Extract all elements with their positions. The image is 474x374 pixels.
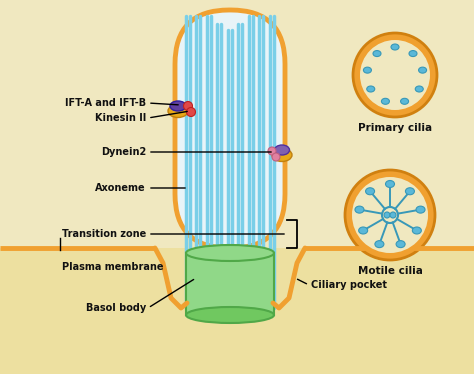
Ellipse shape: [168, 104, 188, 117]
Text: Transition zone: Transition zone: [62, 229, 146, 239]
Ellipse shape: [412, 227, 421, 234]
Ellipse shape: [401, 98, 409, 104]
Bar: [0, 248, 474, 374]
Text: Ciliary pocket: Ciliary pocket: [311, 280, 387, 290]
Ellipse shape: [405, 188, 414, 195]
Circle shape: [353, 33, 437, 117]
Ellipse shape: [365, 188, 374, 195]
Text: Motile cilia: Motile cilia: [357, 266, 422, 276]
Text: Dynein2: Dynein2: [101, 147, 146, 157]
Ellipse shape: [415, 86, 423, 92]
Ellipse shape: [396, 240, 405, 248]
Circle shape: [384, 212, 390, 218]
Ellipse shape: [391, 44, 399, 50]
Bar: [186, 253, 274, 315]
Text: Plasma membrane: Plasma membrane: [62, 262, 164, 272]
Circle shape: [272, 153, 280, 161]
Circle shape: [183, 101, 192, 110]
Ellipse shape: [416, 206, 425, 213]
FancyBboxPatch shape: [175, 10, 285, 248]
Ellipse shape: [382, 98, 390, 104]
Ellipse shape: [367, 86, 375, 92]
Circle shape: [268, 147, 276, 155]
Ellipse shape: [272, 148, 292, 162]
Ellipse shape: [186, 307, 274, 323]
Ellipse shape: [419, 67, 427, 73]
Ellipse shape: [355, 206, 364, 213]
Ellipse shape: [375, 240, 384, 248]
Ellipse shape: [186, 245, 274, 261]
Circle shape: [360, 40, 430, 110]
Ellipse shape: [385, 181, 394, 187]
Circle shape: [382, 207, 398, 223]
Circle shape: [390, 212, 396, 218]
Ellipse shape: [170, 101, 186, 111]
Ellipse shape: [373, 50, 381, 56]
Ellipse shape: [274, 145, 290, 155]
Ellipse shape: [409, 50, 417, 56]
Circle shape: [352, 177, 428, 253]
Ellipse shape: [359, 227, 368, 234]
Text: Kinesin II: Kinesin II: [95, 113, 146, 123]
Text: Primary cilia: Primary cilia: [358, 123, 432, 133]
Circle shape: [186, 107, 195, 116]
Ellipse shape: [364, 67, 372, 73]
Text: IFT-A and IFT-B: IFT-A and IFT-B: [65, 98, 146, 108]
Text: Basol body: Basol body: [86, 303, 146, 313]
Text: Axoneme: Axoneme: [95, 183, 146, 193]
Circle shape: [345, 170, 435, 260]
